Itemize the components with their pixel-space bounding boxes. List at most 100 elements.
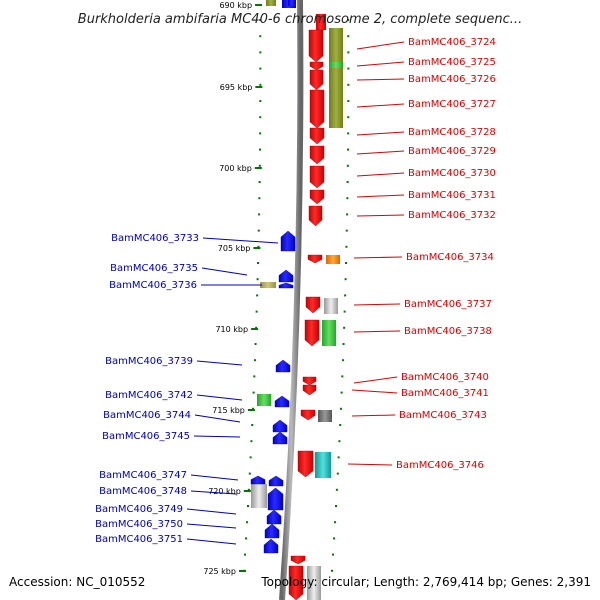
gene-arrow-down-icon — [290, 555, 306, 565]
gene-label-reverse[interactable]: BamMC406_3745 — [102, 431, 190, 442]
gene-arrow-down-icon — [309, 165, 325, 189]
label-leader-line — [186, 508, 237, 515]
feature-bar — [316, 14, 326, 30]
label-leader-line — [196, 360, 243, 366]
feature-bar — [326, 255, 340, 264]
feature-bar — [329, 90, 343, 128]
label-leader-line — [194, 414, 241, 423]
label-leader-line — [356, 194, 405, 198]
gene-arrow-down-icon — [309, 189, 325, 205]
label-leader-line — [356, 61, 405, 67]
gene-arrow-down-icon — [309, 145, 325, 165]
gene-label-reverse[interactable]: BamMC406_3744 — [103, 410, 191, 421]
gene-arrow-up-icon — [264, 523, 280, 539]
gene-label-forward[interactable]: BamMC406_3728 — [408, 127, 496, 138]
gene-arrow-down-icon — [305, 296, 321, 314]
gene-arrow-down-icon — [297, 450, 314, 478]
gene-label-forward[interactable]: BamMC406_3726 — [408, 74, 496, 85]
gene-label-reverse[interactable]: BamMC406_3742 — [105, 390, 193, 401]
scale-tick-label: 695 kbp — [220, 83, 253, 92]
gene-label-forward[interactable]: BamMC406_3746 — [396, 460, 484, 471]
gene-label-forward[interactable]: BamMC406_3730 — [408, 168, 496, 179]
label-leader-line — [356, 131, 405, 136]
feature-bar — [322, 320, 336, 346]
gene-arrow-down-icon — [308, 205, 323, 227]
feature-bar — [329, 68, 343, 90]
feature-bar — [315, 452, 331, 478]
gene-arrow-up-icon — [266, 509, 282, 525]
label-leader-line — [186, 538, 237, 545]
map-title: Burkholderia ambifaria MC40-6 chromosome… — [78, 12, 522, 27]
gene-label-reverse[interactable]: BamMC406_3751 — [95, 534, 183, 545]
feature-bar — [266, 0, 276, 6]
label-leader-line — [347, 463, 393, 466]
gene-label-forward[interactable]: BamMC406_3724 — [408, 37, 496, 48]
gene-arrow-down-icon — [309, 69, 324, 91]
gene-arrow-up-icon — [278, 282, 294, 289]
gene-arrow-down-icon — [309, 127, 325, 145]
feature-bar — [329, 28, 343, 62]
feature-bar — [307, 566, 321, 600]
label-leader-line — [356, 78, 405, 81]
gene-arrow-down-icon — [302, 376, 317, 386]
feature-bar — [260, 282, 276, 288]
gene-label-forward[interactable]: BamMC406_3741 — [401, 388, 489, 399]
gene-arrow-up-icon — [272, 431, 288, 445]
gene-arrow-up-icon — [278, 269, 294, 283]
feature-bar — [318, 410, 332, 422]
gene-label-forward[interactable]: BamMC406_3737 — [404, 299, 492, 310]
label-leader-line — [353, 376, 398, 384]
gene-arrow-up-icon — [267, 487, 284, 511]
gene-label-forward[interactable]: BamMC406_3727 — [408, 99, 496, 110]
gene-label-reverse[interactable]: BamMC406_3747 — [99, 470, 187, 481]
gene-arrow-down-icon — [288, 565, 304, 600]
label-leader-line — [186, 523, 237, 529]
gene-label-reverse[interactable]: BamMC406_3748 — [99, 486, 187, 497]
scale-tick-label: 720 kbp — [208, 487, 241, 496]
gene-arrow-down-icon — [308, 29, 324, 63]
feature-bar — [324, 298, 338, 314]
gene-arrow-up-icon — [272, 419, 288, 433]
gene-arrow-up-icon — [274, 395, 290, 408]
gene-arrow-down-icon — [309, 61, 324, 71]
gene-arrow-up-icon — [280, 230, 296, 252]
label-leader-line — [351, 414, 396, 417]
gene-label-reverse[interactable]: BamMC406_3750 — [95, 519, 183, 530]
gene-arrow-up-icon — [268, 475, 284, 487]
scale-tick-label: 690 kbp — [219, 1, 252, 10]
gene-label-reverse[interactable]: BamMC406_3736 — [109, 280, 197, 291]
gene-label-forward[interactable]: BamMC406_3731 — [408, 190, 496, 201]
gene-label-forward[interactable]: BamMC406_3725 — [408, 57, 496, 68]
feature-bar — [257, 394, 271, 406]
gene-label-forward[interactable]: BamMC406_3734 — [406, 252, 494, 263]
gene-arrow-up-icon — [250, 475, 266, 485]
gene-label-reverse[interactable]: BamMC406_3733 — [111, 233, 199, 244]
gene-label-reverse[interactable]: BamMC406_3735 — [110, 263, 198, 274]
scale-tick-label: 715 kbp — [212, 406, 245, 415]
label-leader-line — [190, 490, 237, 495]
label-leader-line — [196, 394, 243, 401]
gene-arrow-down-icon — [302, 384, 317, 396]
gene-label-reverse[interactable]: BamMC406_3749 — [95, 504, 183, 515]
scale-tick-label: 710 kbp — [215, 325, 248, 334]
gene-label-forward[interactable]: BamMC406_3729 — [408, 146, 496, 157]
label-leader-line — [193, 435, 241, 438]
label-leader-line — [201, 267, 248, 276]
gene-label-forward[interactable]: BamMC406_3738 — [404, 326, 492, 337]
scale-tick-label: 725 kbp — [203, 567, 236, 576]
gene-arrow-down-icon — [307, 254, 323, 264]
label-leader-line — [356, 214, 405, 217]
gene-label-forward[interactable]: BamMC406_3743 — [399, 410, 487, 421]
gene-label-forward[interactable]: BamMC406_3732 — [408, 210, 496, 221]
scale-tick-label: 705 kbp — [218, 244, 251, 253]
gene-label-forward[interactable]: BamMC406_3740 — [401, 372, 489, 383]
label-leader-line — [190, 474, 239, 481]
label-leader-line — [202, 237, 279, 244]
label-leader-line — [356, 103, 405, 108]
label-leader-line — [353, 256, 403, 259]
chromosome-backbone — [279, 0, 304, 600]
gene-label-reverse[interactable]: BamMC406_3739 — [105, 356, 193, 367]
label-leader-line — [353, 330, 401, 333]
